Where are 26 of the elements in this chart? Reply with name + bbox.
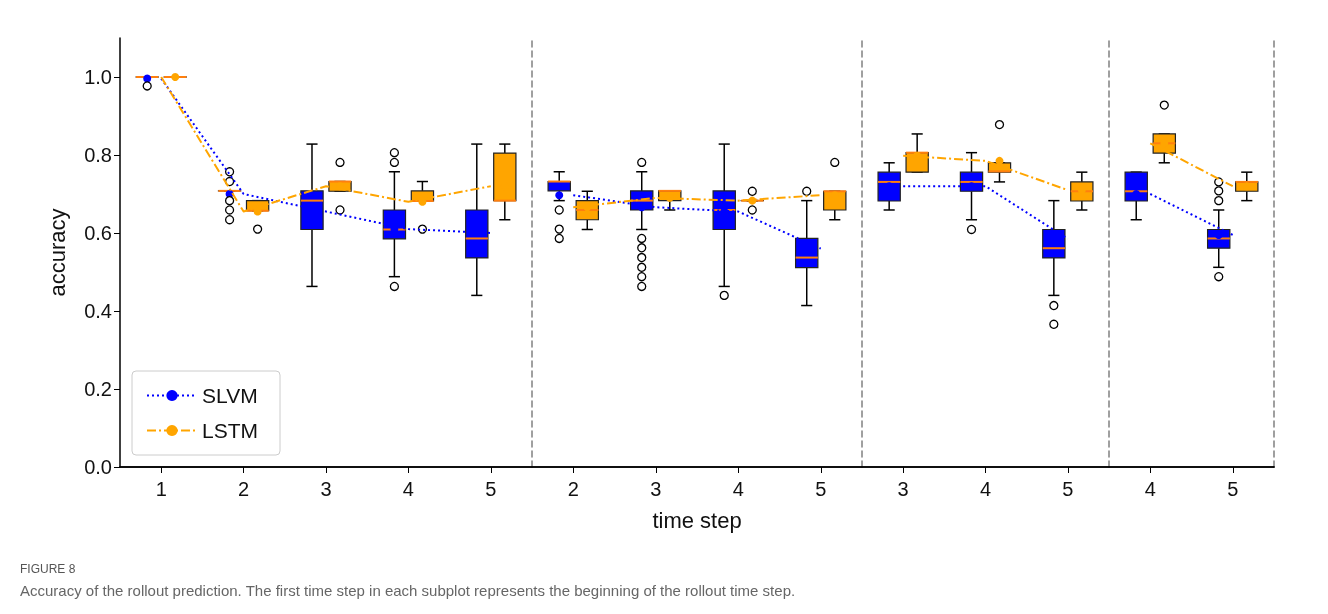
legend-label: SLVM — [202, 384, 258, 407]
y-tick-label: 0.0 — [84, 456, 112, 478]
x-tick-label: 1 — [155, 478, 167, 500]
x-tick-label: 2 — [567, 478, 579, 500]
x-tick-label: 4 — [1144, 478, 1156, 500]
x-tick-label: 5 — [1061, 478, 1073, 500]
x-tick-label: 5 — [1226, 478, 1239, 500]
legend-label: LSTM — [202, 419, 259, 442]
x-tick-label: 4 — [732, 478, 744, 500]
x-tick-label: 4 — [979, 478, 991, 500]
y-tick-label: 0.4 — [84, 300, 112, 322]
y-tick-label: 1.0 — [84, 66, 112, 88]
x-tick-label: 4 — [402, 478, 414, 500]
x-tick-label: 3 — [650, 478, 662, 500]
text: Accuracy of the rollout prediction. The first time step in each subplot represents the beginning of the rollout time step. — [20, 582, 796, 599]
y-tick-label: 0.6 — [84, 222, 112, 244]
x-tick-label: 3 — [320, 478, 332, 500]
x-axis-title: time step — [652, 507, 742, 533]
caption: FIGURE 8 — [20, 562, 76, 576]
x-tick-label: 3 — [897, 478, 909, 500]
x-tick-label: 5 — [485, 478, 497, 500]
y-tick-label: 0.2 — [84, 378, 112, 400]
y-tick-label: 0.8 — [84, 144, 112, 166]
x-tick-label: 5 — [815, 478, 827, 500]
y-axis-title: accuracy — [44, 208, 70, 297]
x-tick-label: 2 — [238, 478, 250, 500]
